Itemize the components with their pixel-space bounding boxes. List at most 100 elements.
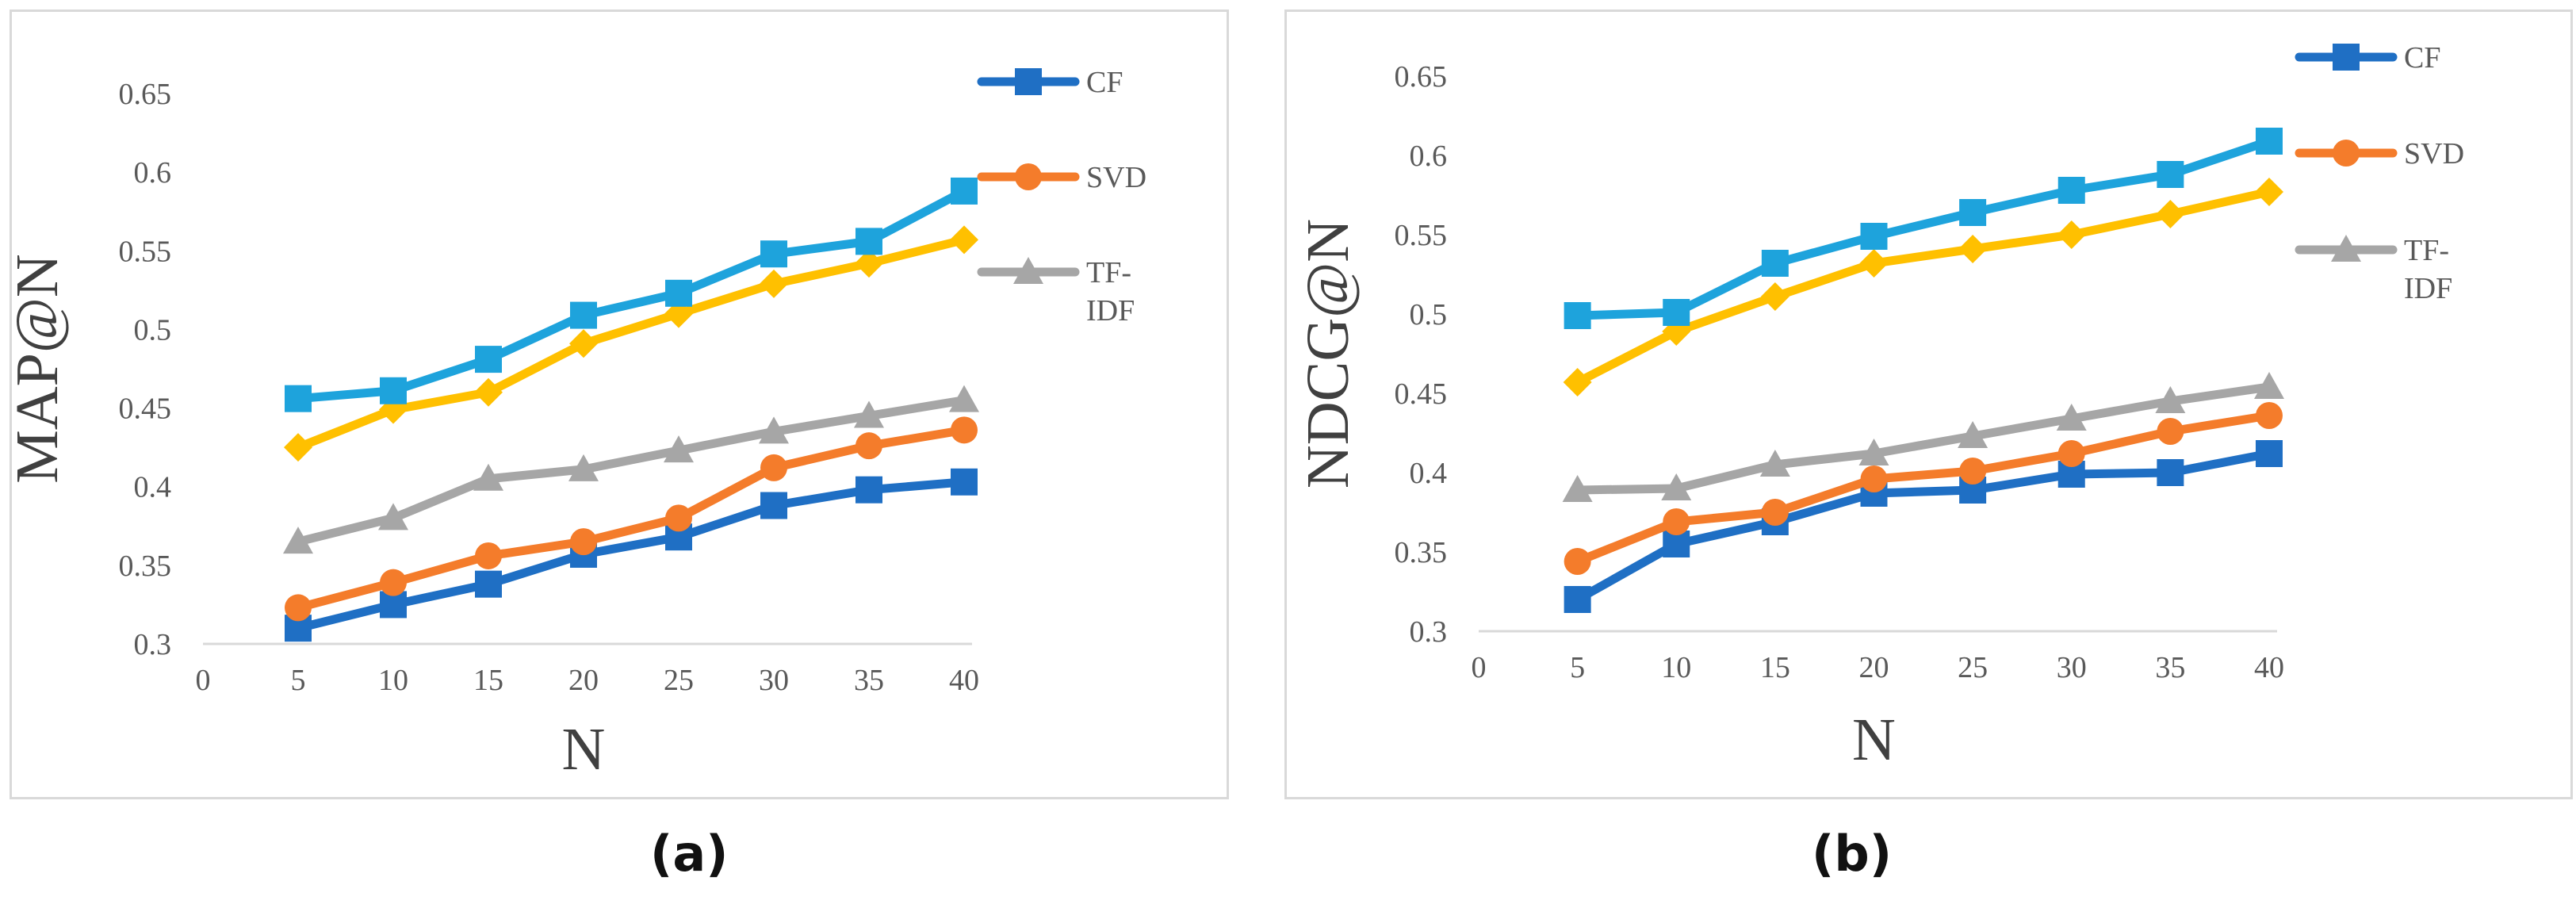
legend-cf-marker [1015,68,1042,95]
chart-a: 0.3 0.35 0.4 0.45 0.5 0.55 0.6 0.65 0 5 10 15 20 25 30… [4,66,1146,783]
legend-tfidf-label: IDF [2404,272,2452,305]
x-axis-title: N [1852,707,1896,773]
x-tick-label: 40 [949,664,979,697]
series-unlabeled-3-point [569,329,598,358]
series-unlabeled-3-point [1563,368,1592,396]
series-unlabeled-4-point [2157,161,2184,188]
y-tick-label: 0.55 [119,235,172,268]
series-unlabeled-4-point [475,346,502,373]
legend-svd-marker [1015,163,1042,190]
series-unlabeled-3-point [284,433,312,462]
series-unlabeled-4-point [1663,299,1690,326]
y-tick-label: 0.45 [1395,377,1448,411]
series-svd-point [855,432,882,460]
series-unlabeled-3-point [1760,282,1789,311]
series-tfidf-point [1759,450,1790,477]
legend-cf-marker [2333,44,2360,71]
series-unlabeled-3-point [855,249,883,278]
series-cf-line [293,477,969,633]
series-unlabeled-4-point [1959,199,1987,226]
x-tick-label: 20 [568,664,599,697]
series-svd-line [1573,411,2274,566]
y-tick-label: 0.3 [134,628,172,661]
series-tfidf-point [1958,421,1988,448]
y-tick-label: 0.45 [119,393,172,426]
series-cf-point [760,492,787,519]
chart-frame-b [1284,10,2573,799]
y-tick-label: 0.6 [134,156,172,190]
x-tick-label: 30 [759,664,789,697]
legend-tfidf-label: TF- [1086,256,1131,289]
series-unlabeled-4-point [951,177,978,205]
series-cf-point [475,570,502,598]
series-tfidf-point [568,454,599,481]
series-tfidf-point [1562,475,1593,502]
y-tick-label: 0.5 [1410,298,1448,331]
series-unlabeled-3-line [1573,187,2274,387]
series-cf-point [2157,459,2184,486]
x-tick-label: 25 [664,664,694,697]
x-tick-label: 30 [2057,651,2087,684]
y-tick-label: 0.35 [1395,536,1448,569]
series-unlabeled-4-point [570,301,597,329]
x-axis-title: N [562,716,606,783]
x-tick-label: 10 [1661,651,1691,684]
series-unlabeled-4-point [1761,250,1789,277]
series-unlabeled-4-point [1860,223,1888,250]
series-svd-point [1663,508,1690,535]
series-unlabeled-3-point [1958,235,1988,263]
chart-frame-a [10,10,1229,799]
series-unlabeled-4-point [285,385,312,412]
series-unlabeled-4-line [1573,136,2274,320]
x-tick-label: 35 [2155,651,2185,684]
x-tick-label: 25 [1958,651,1988,684]
legend-tfidf-marker [1013,257,1043,284]
series-svd-line [293,425,969,612]
series-unlabeled-3-point [950,225,978,255]
series-tfidf-point [1858,439,1889,465]
series-svd-point [570,528,597,556]
y-tick-label: 0.3 [1410,615,1448,649]
y-axis-title: NDCG@N [1295,219,1361,488]
legend-tfidf-label: IDF [1086,294,1135,328]
series-unlabeled-3-line [293,235,969,452]
series-unlabeled-3-point [2057,220,2086,249]
y-tick-label: 0.6 [1410,140,1448,173]
legend-svd-label: SVD [1086,161,1146,194]
y-tick-label: 0.55 [1395,219,1448,252]
series-svd-point [1860,465,1888,492]
x-tick-label: 0 [196,664,211,697]
series-unlabeled-3-point [2255,178,2283,206]
caption-b: (b) [1812,825,1893,883]
x-tick-label: 20 [1859,651,1889,684]
series-tfidf-point [854,400,884,428]
series-svd-point [475,542,502,569]
y-tick-label: 0.35 [119,550,172,583]
series-unlabeled-4-point [2256,128,2283,155]
x-tick-label: 15 [1760,651,1790,684]
series-unlabeled-4-point [2057,177,2085,204]
y-tick-label: 0.4 [1410,457,1448,490]
series-cf-point [1564,586,1591,613]
legend-svd-label: SVD [2404,137,2464,170]
series-cf-point [855,476,882,504]
series-cf-point [951,468,978,496]
series-unlabeled-4-point [665,279,692,307]
series-tfidf-line [1573,382,2274,495]
series-cf-point [2256,440,2283,467]
legend-tfidf-marker [2331,235,2361,262]
series-tfidf-point [949,385,979,412]
series-svd-point [760,454,787,481]
series-tfidf-line [293,396,969,546]
chart-b: 0.3 0.35 0.4 0.45 0.5 0.55 0.6 0.65 0 5 10 15 20 25 30… [1295,41,2464,773]
series-unlabeled-4-point [855,228,882,255]
series-unlabeled-3-point [760,269,788,298]
x-tick-label: 5 [291,664,306,697]
series-svd-point [380,569,407,596]
series-unlabeled-4-point [380,377,407,404]
series-tfidf-point [2056,404,2087,431]
x-tick-label: 10 [378,664,408,697]
legend-tfidf-label: TF- [2404,234,2449,267]
y-tick-label: 0.4 [134,471,172,504]
series-svd-point [1761,499,1789,526]
